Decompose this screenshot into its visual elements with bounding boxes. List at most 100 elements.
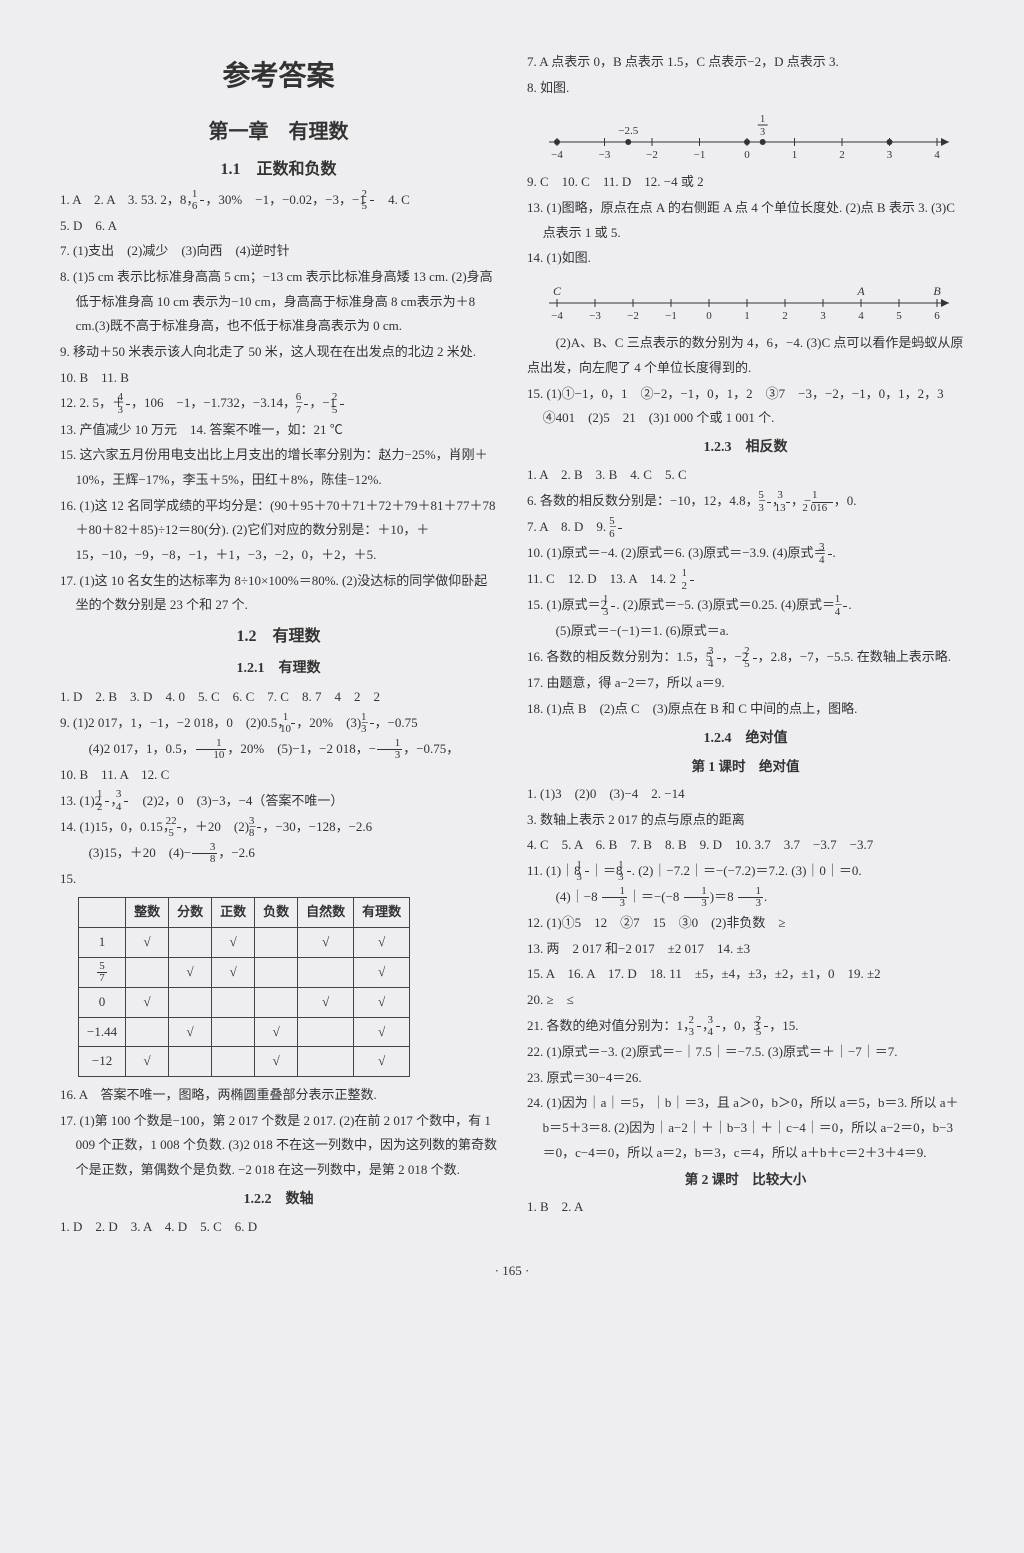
main-title: 参考答案	[60, 50, 497, 103]
ans-line: 9. (1)2 017，1，−1，−2 018，0 (2)0.5，110，20%…	[60, 711, 497, 736]
frac: 34	[716, 1015, 720, 1039]
svg-text:−2.5: −2.5	[618, 125, 638, 137]
ans-line: 16. A 答案不唯一，图略，两椭圆重叠部分表示正整数.	[60, 1083, 497, 1108]
section-1-2-2-title: 1.2.2 数轴	[60, 1187, 497, 1214]
ans-line: 1. A 2. B 3. B 4. C 5. C	[527, 463, 964, 488]
frac: 34	[124, 789, 128, 813]
ans-line: 23. 原式＝30−4＝26.	[527, 1066, 964, 1091]
ans-line: 9. C 10. C 11. D 12. −4 或 2	[527, 170, 964, 195]
ans-line: 18. (1)点 B (2)点 C (3)原点在 B 和 C 中间的点上，图略.	[527, 697, 964, 722]
ans-line: 13. 产值减少 10 万元 14. 答案不唯一，如：21 ℃	[60, 418, 497, 443]
frac: 56	[618, 516, 622, 540]
svg-text:C: C	[553, 284, 562, 298]
frac: 16	[200, 189, 204, 213]
ans-line: (4)2 017，1，0.5，110，20% (5)−1，−2 018，−13，…	[60, 737, 497, 762]
section-1-2-3-title: 1.2.3 相反数	[527, 435, 964, 462]
right-column: 7. A 点表示 0，B 点表示 1.5，C 点表示−2，D 点表示 3. 8.…	[527, 50, 964, 1241]
frac: 225	[177, 816, 181, 840]
chapter-title: 第一章 有理数	[60, 113, 497, 151]
frac: 13	[684, 886, 709, 910]
frac: 12	[105, 789, 109, 813]
ans-line: 15. 这六家五月份用电支出比上月支出的增长率分别为：赵力−25%，肖刚＋10%…	[60, 443, 497, 492]
ans-line: 1. D 2. D 3. A 4. D 5. C 6. D	[60, 1215, 497, 1240]
frac: 38	[257, 816, 261, 840]
frac: 13	[627, 860, 631, 884]
number-line-2: −4−3−2−10123456CAB	[537, 275, 957, 325]
ans-line: 1. D 2. B 3. D 4. 0 5. C 6. C 7. C 8. 7 …	[60, 685, 497, 710]
ans-line: 22. (1)原式＝−3. (2)原式＝−｜7.5｜＝−7.5. (3)原式＝＋…	[527, 1040, 964, 1065]
lesson-2-title: 第 2 课时 比较大小	[527, 1167, 964, 1193]
svg-text:5: 5	[896, 310, 902, 322]
frac: 313	[786, 490, 790, 514]
svg-text:1: 1	[744, 310, 750, 322]
ans-line: 8. 如图.	[527, 76, 964, 101]
ans-line: 7. A 8. D 9. −56	[527, 515, 964, 540]
svg-text:−3: −3	[589, 310, 601, 322]
ans-line: 10. (1)原式＝−4. (2)原式＝6. (3)原式＝−3.9. (4)原式…	[527, 541, 964, 566]
svg-text:−1: −1	[694, 149, 706, 161]
frac: 13	[585, 860, 589, 884]
frac: 13	[370, 712, 374, 736]
ans-line: 13. (1)2 12，34 (2)2，0 (3)−3，−4（答案不唯一）	[60, 789, 497, 814]
svg-text:−4: −4	[551, 310, 563, 322]
section-1-2-title: 1.2 有理数	[60, 622, 497, 652]
ans-line: 10. B 11. B	[60, 366, 497, 391]
frac: 110	[291, 712, 295, 736]
svg-text:B: B	[933, 284, 941, 298]
svg-text:−1: −1	[665, 310, 677, 322]
ans-line: 17. 由题意，得 a−2＝7，所以 a＝9.	[527, 671, 964, 696]
content-columns: 参考答案 第一章 有理数 1.1 正数和负数 1. A 2. A 3. 53. …	[60, 50, 964, 1241]
frac: 13	[377, 738, 402, 762]
ans-line: 14. (1)15，0，0.15，225，＋20 (2)−38，−30，−128…	[60, 815, 497, 840]
left-column: 参考答案 第一章 有理数 1.1 正数和负数 1. A 2. A 3. 53. …	[60, 50, 497, 1241]
page-footer: · 165 ·	[60, 1259, 964, 1284]
ans-line: 1. (1)3 (2)0 (3)−4 2. −14	[527, 782, 964, 807]
frac: 13	[602, 886, 627, 910]
frac: 67	[304, 392, 308, 416]
ans-line: 15. (1)①−1，0，1 ②−2，−1，0，1，2 ③7 −3，−2，−1，…	[527, 382, 964, 431]
ans-line: 15. (1)原式＝2 13. (2)原式＝−5. (3)原式＝0.25. (4…	[527, 593, 964, 618]
ans-line: 11. (1)｜8 13｜＝8 13. (2)｜−7.2｜＝−(−7.2)＝7.…	[527, 859, 964, 884]
section-1-2-1-title: 1.2.1 有理数	[60, 656, 497, 683]
frac: 14	[843, 594, 847, 618]
ans-line: 17. (1)这 10 名女生的达标率为 8÷10×100%＝80%. (2)没…	[60, 569, 497, 618]
svg-text:2: 2	[839, 149, 845, 161]
frac: 110	[196, 738, 227, 762]
svg-text:4: 4	[858, 310, 864, 322]
svg-text:−3: −3	[599, 149, 611, 161]
ans-line: 14. (1)如图.	[527, 246, 964, 271]
ans-line: (4)｜−8 13｜＝−(−8 13)＝8 13.	[527, 885, 964, 910]
frac: 43	[126, 392, 130, 416]
ans-line: 3. 数轴上表示 2 017 的点与原点的距离	[527, 808, 964, 833]
ans-line: 7. (1)支出 (2)减少 (3)向西 (4)逆时针	[60, 239, 497, 264]
ans-line: 15. A 16. A 17. D 18. 11 ±5，±4，±3，±2，±1，…	[527, 962, 964, 987]
ans-line: 4. C 5. A 6. B 7. B 8. B 9. D 10. 3.7 3.…	[527, 833, 964, 858]
frac: 38	[192, 842, 217, 866]
svg-text:−2: −2	[627, 310, 639, 322]
ans-line: 24. (1)因为｜a｜＝5，｜b｜＝3，且 a＞0，b＞0，所以 a＝5，b＝…	[527, 1091, 964, 1165]
number-line-1: −4−3−2−101234−2.513	[537, 104, 957, 164]
ans-line: 12. 2. 5，＋43，106 −1，−1.732，−3.14，−67，−1 …	[60, 391, 497, 416]
svg-text:1: 1	[792, 149, 798, 161]
classification-table: 整数分数正数负数自然数有理数1√√√√57√√√0√√√−1.44√√√−12√…	[78, 897, 410, 1077]
ans-line: 13. (1)图略，原点在点 A 的右侧距 A 点 4 个单位长度处. (2)点…	[527, 196, 964, 245]
svg-text:6: 6	[934, 310, 940, 322]
svg-text:0: 0	[744, 149, 750, 161]
svg-text:−4: −4	[551, 149, 563, 161]
ans-line: 12. (1)①5 12 ②7 15 ③0 (2)非负数 ≥	[527, 911, 964, 936]
section-1-2-4-title: 1.2.4 绝对值	[527, 726, 964, 753]
ans-line: 9. 移动＋50 米表示该人向北走了 50 米，这人现在在出发点的北边 2 米处…	[60, 340, 497, 365]
section-1-1-title: 1.1 正数和负数	[60, 155, 497, 185]
svg-text:2: 2	[782, 310, 788, 322]
frac: 25	[340, 392, 344, 416]
ans-line: (5)原式＝−(−1)＝1. (6)原式＝a.	[527, 619, 964, 644]
ans-line: (3)15，＋20 (4)−38，−2.6	[60, 841, 497, 866]
frac: 13	[611, 594, 615, 618]
svg-text:3: 3	[820, 310, 826, 322]
svg-text:3: 3	[887, 149, 893, 161]
ans-line: 8. (1)5 cm 表示比标准身高高 5 cm；−13 cm 表示比标准身高矮…	[60, 265, 497, 339]
ans-line: 15.	[60, 867, 497, 892]
ans-line: 1. A 2. A 3. 53. 2，8，16，30% −1，−0.02，−3，…	[60, 188, 497, 213]
svg-text:A: A	[856, 284, 865, 298]
ans-line: 17. (1)第 100 个数是−100，第 2 017 个数是 2 017. …	[60, 1109, 497, 1183]
